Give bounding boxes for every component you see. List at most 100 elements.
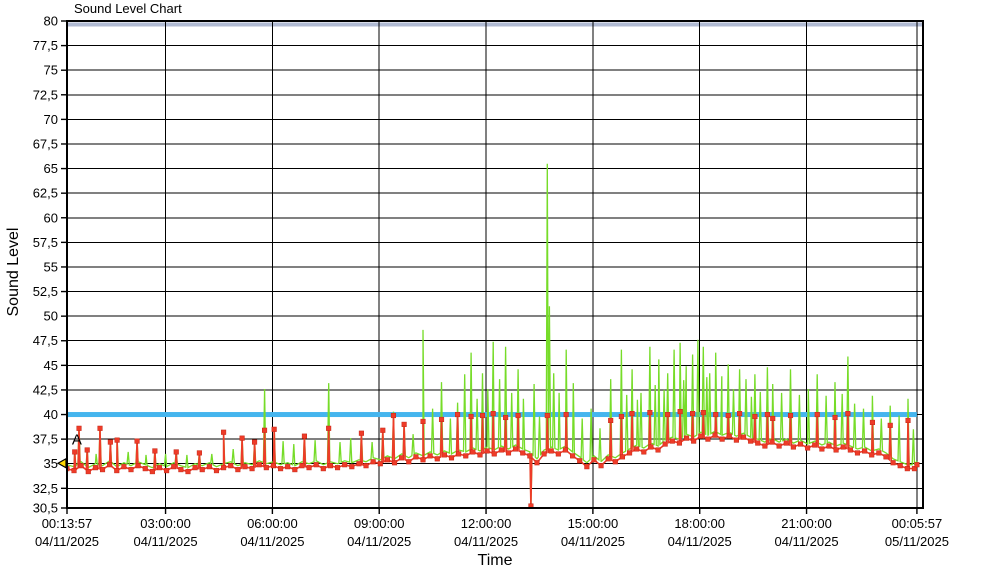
sample-marker [67, 466, 70, 472]
x-tick-time-label: 18:00:00 [674, 516, 725, 531]
y-tick-label: 55 [44, 259, 58, 274]
x-tick-time-label: 15:00:00 [568, 516, 619, 531]
sample-marker [438, 416, 445, 423]
sample-marker [776, 443, 782, 449]
sample-marker [862, 448, 868, 454]
sample-marker [548, 448, 554, 454]
sample-marker [618, 413, 624, 420]
sample-marker [700, 410, 706, 416]
sample-marker [905, 417, 911, 423]
sample-marker [477, 452, 483, 458]
sample-marker [406, 459, 412, 465]
sample-marker [719, 436, 725, 442]
x-tick-date-label: 05/11/2025 [885, 534, 949, 549]
sample-marker [448, 455, 455, 461]
sample-marker [380, 427, 386, 433]
sample-marker [505, 450, 512, 456]
sample-marker [413, 454, 419, 460]
sample-marker [840, 444, 846, 450]
sample-marker [92, 465, 98, 471]
chart-title: Sound Level Chart [74, 1, 182, 16]
sample-marker [833, 447, 839, 453]
y-tick-label: 47,5 [33, 333, 58, 348]
sample-marker [463, 453, 469, 459]
x-tick-date-label: 04/11/2025 [668, 534, 732, 549]
sample-marker [787, 412, 794, 419]
sample-marker [619, 454, 625, 460]
sample-marker [698, 433, 704, 439]
sample-marker [401, 421, 407, 427]
sample-marker [468, 413, 474, 420]
plot-area[interactable] [67, 21, 923, 508]
y-tick-label: 65 [44, 161, 58, 176]
sample-marker [612, 459, 618, 465]
y-tick-label: 42,5 [33, 382, 58, 397]
sample-marker [797, 441, 804, 447]
sample-marker [114, 437, 120, 443]
sample-marker [249, 466, 255, 472]
y-tick-label: 50 [44, 309, 58, 324]
y-tick-label: 32,5 [33, 481, 58, 496]
top-band [68, 22, 922, 27]
sample-marker [149, 469, 155, 475]
sample-marker [173, 449, 179, 455]
sample-marker [733, 437, 739, 443]
sample-marker [890, 460, 896, 466]
sample-marker [726, 433, 732, 439]
sample-marker [192, 465, 198, 471]
plot-border [66, 20, 924, 509]
sample-marker [887, 422, 893, 428]
sample-marker [256, 462, 262, 468]
y-tick-label: 70 [44, 112, 58, 127]
sample-marker [479, 412, 486, 419]
sample-marker [764, 411, 770, 418]
x-tick-time-label: 03:00:00 [140, 516, 191, 531]
sample-marker [285, 464, 291, 470]
sample-marker [669, 438, 675, 444]
sample-marker [897, 463, 903, 469]
sample-marker [327, 463, 333, 469]
y-tick-label: 67,5 [33, 136, 58, 151]
x-tick-date-label: 04/11/2025 [133, 534, 197, 549]
sample-marker [854, 450, 861, 456]
sample-marker [725, 412, 731, 419]
sample-marker [513, 446, 519, 452]
sample-marker [107, 462, 113, 468]
sample-marker [121, 464, 127, 470]
sample-marker [883, 454, 889, 460]
sample-marker [470, 449, 476, 455]
sample-marker [370, 459, 376, 465]
sample-marker [691, 438, 697, 444]
sample-marker [713, 411, 719, 418]
x-tick-date-label: 04/11/2025 [774, 534, 838, 549]
sample-marker [206, 464, 212, 470]
sample-marker [99, 467, 106, 473]
sample-marker [577, 458, 583, 464]
sample-marker [605, 456, 611, 462]
sample-marker [84, 447, 90, 453]
sample-marker [242, 464, 248, 470]
sample-marker [114, 468, 120, 474]
sample-marker [356, 461, 362, 467]
sample-marker [455, 411, 461, 418]
sample-marker [152, 448, 158, 454]
y-tick-label: 37,5 [33, 432, 58, 447]
sample-marker [384, 457, 390, 463]
sample-marker [363, 463, 369, 469]
sample-marker [755, 440, 761, 446]
sample-marker [677, 409, 683, 415]
sample-marker [221, 465, 227, 471]
sample-marker [783, 440, 789, 446]
y-tick-label: 77,5 [33, 38, 58, 53]
sample-marker [534, 460, 540, 466]
sample-marker [705, 436, 711, 442]
sample-marker [826, 443, 832, 449]
sample-marker [662, 441, 668, 447]
sample-marker [520, 450, 526, 456]
sample-marker [570, 453, 576, 459]
sample-marker [427, 453, 433, 459]
sample-marker [498, 447, 504, 453]
sample-marker [85, 469, 91, 475]
x-axis-label: Time [477, 552, 513, 569]
